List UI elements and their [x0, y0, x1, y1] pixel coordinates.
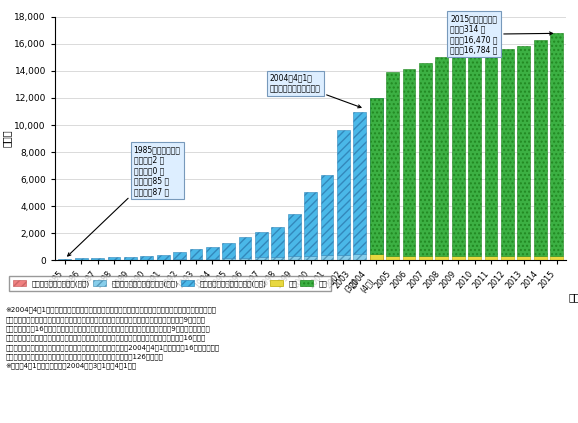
Bar: [255, 232, 268, 257]
Bar: [272, 227, 284, 257]
Bar: [304, 256, 317, 260]
Bar: [190, 259, 202, 260]
Bar: [386, 256, 399, 260]
Bar: [91, 258, 104, 260]
Bar: [304, 192, 317, 256]
Bar: [337, 255, 350, 260]
Bar: [501, 256, 514, 260]
Bar: [354, 112, 366, 254]
Text: 1985年　事業者数
　一種：2 社
　特二：0 社
　般二：85 社
　計　：87 社: 1985年 事業者数 一種：2 社 特二：0 社 般二：85 社 計 ：87 社: [68, 145, 180, 256]
Bar: [173, 253, 186, 259]
Bar: [403, 256, 416, 260]
Text: （年）: （年）: [568, 292, 578, 302]
Bar: [255, 257, 268, 260]
Bar: [419, 63, 432, 256]
Bar: [206, 247, 218, 258]
Bar: [517, 47, 530, 256]
Bar: [337, 130, 350, 255]
Bar: [370, 98, 383, 254]
Bar: [140, 256, 153, 260]
Bar: [468, 53, 481, 256]
Bar: [239, 237, 251, 258]
Bar: [534, 256, 547, 260]
Bar: [239, 258, 251, 260]
Bar: [370, 254, 383, 260]
Text: 2015年　事業者数
登録：314 社
届出：16,470 社
計　：16,784 社: 2015年 事業者数 登録：314 社 届出：16,470 社 計 ：16,78…: [450, 14, 553, 55]
Bar: [173, 259, 186, 260]
Bar: [370, 256, 383, 260]
Bar: [124, 257, 137, 260]
Bar: [223, 258, 235, 260]
Text: 2004年4月1日
改正電気通信事業法施行: 2004年4月1日 改正電気通信事業法施行: [270, 74, 361, 108]
Text: ※2004年4月1日に改正電気通信事業法が施行され、電気通信回線設備の設置の有無に着目した第一種電
気通信事業者及び第二種電気通信事業者の区分を廃止し、事業への: ※2004年4月1日に改正電気通信事業法が施行され、電気通信回線設備の設置の有無…: [6, 307, 220, 369]
Bar: [190, 250, 202, 259]
Legend: 第一種電気通信事業者(一種), 特別第二種電気通信事業者(特二), 一般第二種電気通信事業者(般二), 登録, 届出: 第一種電気通信事業者(一種), 特別第二種電気通信事業者(特二), 一般第二種電…: [9, 277, 331, 291]
Bar: [435, 57, 448, 256]
Bar: [321, 176, 334, 255]
Bar: [354, 254, 366, 260]
Bar: [386, 72, 399, 256]
Bar: [501, 49, 514, 256]
Bar: [157, 255, 169, 260]
Bar: [288, 256, 301, 260]
Bar: [223, 243, 235, 258]
Bar: [468, 256, 481, 260]
Bar: [370, 98, 383, 250]
Bar: [484, 53, 498, 256]
Bar: [534, 40, 547, 256]
Bar: [288, 214, 301, 256]
Bar: [206, 258, 218, 260]
Bar: [75, 258, 87, 260]
Bar: [484, 256, 498, 260]
Y-axis label: （社）: （社）: [2, 130, 12, 147]
Bar: [272, 257, 284, 260]
Bar: [452, 256, 465, 260]
Bar: [58, 259, 71, 260]
Bar: [550, 33, 563, 256]
Bar: [370, 250, 383, 256]
Bar: [452, 53, 465, 256]
Bar: [403, 69, 416, 256]
Bar: [550, 256, 563, 260]
Bar: [419, 256, 432, 260]
Bar: [108, 257, 120, 260]
Bar: [517, 256, 530, 260]
Bar: [435, 256, 448, 260]
Bar: [321, 255, 334, 260]
